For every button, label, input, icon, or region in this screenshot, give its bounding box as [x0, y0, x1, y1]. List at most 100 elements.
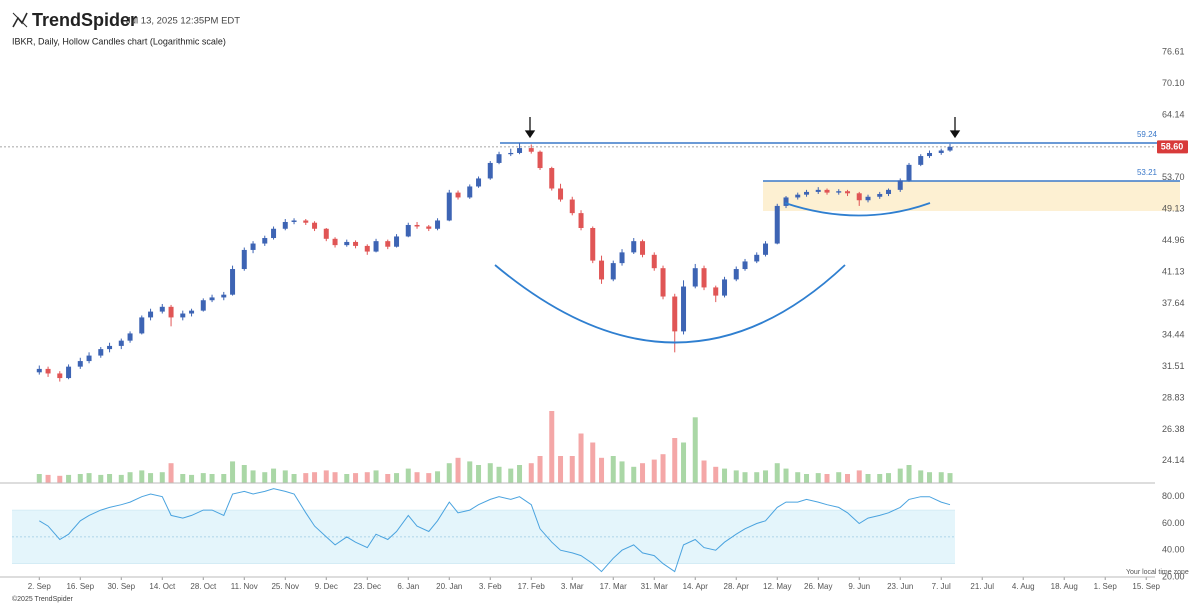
x-tick-label: 3. Feb — [479, 582, 502, 591]
y-tick-label: 37.64 — [1162, 298, 1185, 308]
candle-body — [332, 238, 338, 246]
volume-bar — [610, 456, 616, 483]
candle-body — [651, 254, 657, 269]
volume-bar — [467, 461, 473, 483]
volume-bar — [373, 470, 379, 483]
candle-body — [886, 189, 892, 194]
timestamp: Jul 13, 2025 12:35PM EDT — [126, 16, 240, 27]
volume-bar — [549, 411, 555, 483]
volume-bar — [426, 473, 432, 483]
volume-bar — [897, 468, 903, 483]
y-tick-label: 53.70 — [1162, 172, 1185, 182]
candle-body — [189, 310, 195, 314]
candle-body — [918, 156, 924, 165]
x-tick-label: 23. Jun — [887, 582, 913, 591]
x-tick-label: 15. Sep — [1132, 582, 1160, 591]
candle-body — [303, 220, 309, 223]
volume-bar — [496, 466, 502, 483]
candle-body — [877, 193, 883, 197]
candle-body — [590, 228, 596, 261]
y-tick-label: 34.44 — [1162, 329, 1185, 339]
x-tick-label: 20. Jan — [436, 582, 462, 591]
candle-body — [865, 196, 871, 201]
volume-bar — [291, 474, 297, 483]
volume-bar — [487, 463, 493, 483]
candle-body — [200, 300, 206, 311]
volume-bar — [906, 465, 912, 483]
candle-body — [549, 168, 555, 189]
volume-bar — [45, 474, 51, 483]
volume-bar — [98, 474, 104, 483]
copyright: ©2025 TrendSpider — [12, 595, 73, 603]
candle-body — [77, 361, 83, 367]
volume-bar — [446, 463, 452, 483]
volume-bar — [200, 473, 206, 483]
candle-body — [906, 164, 912, 181]
candle-body — [774, 205, 780, 244]
volume-bar — [795, 472, 801, 483]
x-tick-label: 25. Nov — [271, 582, 299, 591]
candle-body — [938, 150, 944, 153]
volume-bar — [312, 472, 318, 483]
candle-body — [783, 197, 789, 206]
volume-bar — [282, 470, 288, 483]
x-tick-label: 7. Jul — [932, 582, 951, 591]
volume-bar — [856, 470, 862, 483]
x-tick-label: 26. May — [804, 582, 832, 591]
candle-body — [681, 286, 687, 332]
candle-body — [455, 192, 461, 198]
volume-bar — [774, 463, 780, 483]
candle-body — [733, 269, 739, 280]
candle-body — [836, 191, 842, 193]
x-tick-label: 18. Aug — [1051, 582, 1078, 591]
candle-body — [282, 221, 288, 229]
volume-bar — [763, 470, 769, 483]
volume-bar — [405, 468, 411, 483]
x-tick-label: 17. Feb — [518, 582, 546, 591]
candle-body — [701, 268, 707, 288]
candle-body — [66, 366, 72, 379]
candle-body — [804, 191, 810, 195]
candle-body — [610, 263, 616, 280]
volume-bar — [180, 474, 186, 483]
volume-bar — [701, 460, 707, 483]
candle-body — [209, 297, 215, 301]
y-tick-label: 31.51 — [1162, 361, 1185, 371]
candle-body — [364, 245, 370, 252]
candle-body — [127, 333, 133, 341]
candle-body — [353, 241, 359, 246]
volume-bar — [651, 459, 657, 483]
volume-bar — [435, 471, 441, 483]
candle-body — [672, 296, 678, 332]
candle-body — [385, 241, 391, 247]
candle-body — [569, 199, 575, 214]
volume-bar — [159, 472, 165, 483]
x-tick-label: 3. Mar — [561, 582, 584, 591]
volume-bar — [640, 463, 646, 483]
candle-body — [508, 152, 514, 155]
candle-body — [159, 306, 165, 312]
x-tick-label: 9. Dec — [315, 582, 338, 591]
candle-body — [795, 194, 801, 198]
volume-bar — [414, 472, 420, 483]
volume-bar — [66, 474, 72, 483]
cup-arc — [494, 264, 846, 344]
candle-body — [312, 222, 318, 229]
volume-bar — [672, 438, 678, 483]
volume-bar — [455, 457, 461, 483]
volume-bar — [139, 470, 145, 483]
candle-body — [528, 148, 534, 152]
volume-bar — [754, 472, 760, 483]
x-tick-label: 21. Jul — [970, 582, 994, 591]
arrow — [524, 117, 961, 139]
candle-body — [323, 228, 329, 239]
plot-layer: 59.24 53.21 76.61 70.10 64.14 53.70 49.13 44.96… — [12, 46, 1188, 591]
volume-bar — [590, 442, 596, 483]
y-tick-label: 64.14 — [1162, 109, 1185, 119]
candle-body — [476, 178, 482, 187]
volume-bar — [619, 461, 625, 483]
candle-body — [763, 243, 769, 255]
candle-body — [742, 261, 748, 270]
candle-body — [168, 306, 174, 318]
